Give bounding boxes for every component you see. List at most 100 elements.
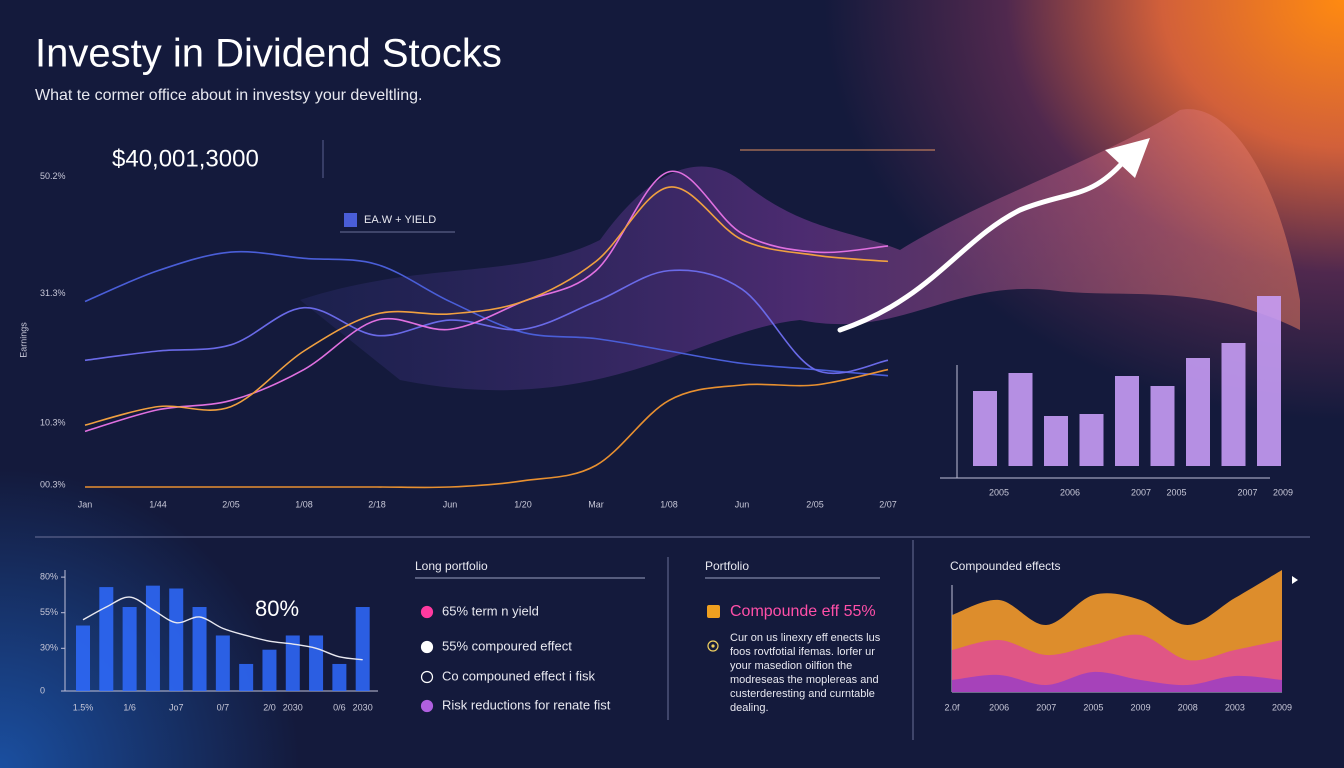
y-tick-label: 55% [40,607,58,617]
x-tick-label: 2.0f [944,702,960,712]
line [84,269,889,375]
y-axis-label: Earnings [18,322,28,358]
x-tick-label: 2009 [1131,702,1151,712]
list-item: Risk reductions for renate fist [442,697,611,712]
bar [1115,376,1139,466]
y-tick-label: 30% [40,643,58,653]
x-tick-label: 2/0 [263,702,276,712]
bar [122,607,137,691]
x-tick-label: 2007 [1131,487,1151,497]
legend-swatch [344,213,357,227]
x-tick-label: 2005 [989,487,1009,497]
x-tick-label: 2007 [1036,702,1056,712]
paragraph-line: your masedion oilfion the [730,660,852,672]
title: Investy in Dividend Stocks [35,32,502,76]
panel-title: Portfolio [705,559,749,573]
line [84,250,889,377]
y-tick-label: 0 [40,685,45,695]
bullet [420,670,434,684]
icon-dot [711,644,715,648]
bar [1008,373,1033,466]
icon [707,640,719,652]
bar [145,585,160,691]
x-tick-label: 2008 [1178,702,1198,712]
x-tick-label: 0/6 [333,702,346,712]
annotation: $40,001,3000 [112,145,259,172]
paragraph-line: dealing. [730,702,769,714]
paragraph-line: foos rovtfotial ifemas. lorfer ur [730,646,875,658]
x-tick-label: 2/18 [368,499,386,509]
bar [1186,358,1210,466]
panel-title: Long portfolio [415,559,488,573]
x-tick-label: 2006 [989,702,1009,712]
y-tick-label: 10.3% [40,418,66,428]
bar [76,625,90,691]
area [952,634,1282,692]
x-tick-label: Mar [588,499,604,509]
line [84,186,889,426]
bullet [420,699,434,713]
bar [1079,414,1104,466]
x-tick-label: 1/08 [660,499,678,509]
x-tick-label: 2009 [1273,487,1293,497]
bar [1257,296,1281,466]
bar [262,649,277,691]
trend-arrowhead [1105,138,1150,178]
x-tick-label: 2/07 [879,499,897,509]
x-tick-label: 1/08 [295,499,313,509]
bar [99,587,114,691]
x-tick-label: 2003 [1225,702,1245,712]
y-tick-label: 50.2% [40,171,66,181]
line [82,596,363,661]
x-tick-label: 2/05 [806,499,824,509]
decorative-arrow [1292,576,1298,584]
x-tick-label: 1/6 [123,702,136,712]
x-tick-label: 2030 [283,702,303,712]
bar [1150,386,1175,466]
trend-arrow [837,157,1128,333]
x-tick-label: 2005 [1166,487,1186,497]
area [952,671,1282,692]
x-tick-label: 0/7 [217,702,230,712]
highlight-icon [707,605,720,618]
x-tick-label: 2030 [353,702,373,712]
y-tick-label: 80% [40,571,58,581]
bullet [420,605,434,619]
bar [285,635,300,691]
legend-label: EA.W + YIELD [364,214,436,226]
x-tick-label: Jo7 [169,702,184,712]
annotation: 80% [255,596,299,621]
x-tick-label: Jun [443,499,458,509]
x-tick-label: 1/20 [514,499,532,509]
x-tick-label: Jan [78,499,93,509]
highlight: Compounde eff 55% [730,603,876,620]
list-item: Co compouned effect i fisk [442,668,595,683]
y-tick-label: 00.3% [40,480,66,490]
bullet [420,640,434,654]
x-tick-label: 2007 [1237,487,1257,497]
decorative-glow [300,109,1300,391]
bar [973,391,997,466]
list-item: 55% compoured effect [442,638,572,653]
bar [1221,343,1246,466]
bar [215,635,230,691]
bar [192,607,207,691]
bar [1044,416,1068,466]
y-tick-label: 31.3% [40,288,66,298]
bar [239,663,254,691]
bar [169,588,184,691]
line [84,170,889,433]
x-tick-label: Jun [735,499,750,509]
x-tick-label: 2009 [1272,702,1292,712]
paragraph-line: Cur on us linexry eff enects lus [730,632,881,644]
subtitle: What te cormer office about in investsy … [35,87,422,104]
x-tick-label: 2005 [1083,702,1103,712]
line [84,368,889,489]
chart-title: Compounded effects [950,559,1061,573]
x-tick-label: 1.5% [73,702,94,712]
bar [355,607,370,691]
paragraph-line: modreseas the moplereas and [730,674,879,686]
x-tick-label: 2006 [1060,487,1080,497]
